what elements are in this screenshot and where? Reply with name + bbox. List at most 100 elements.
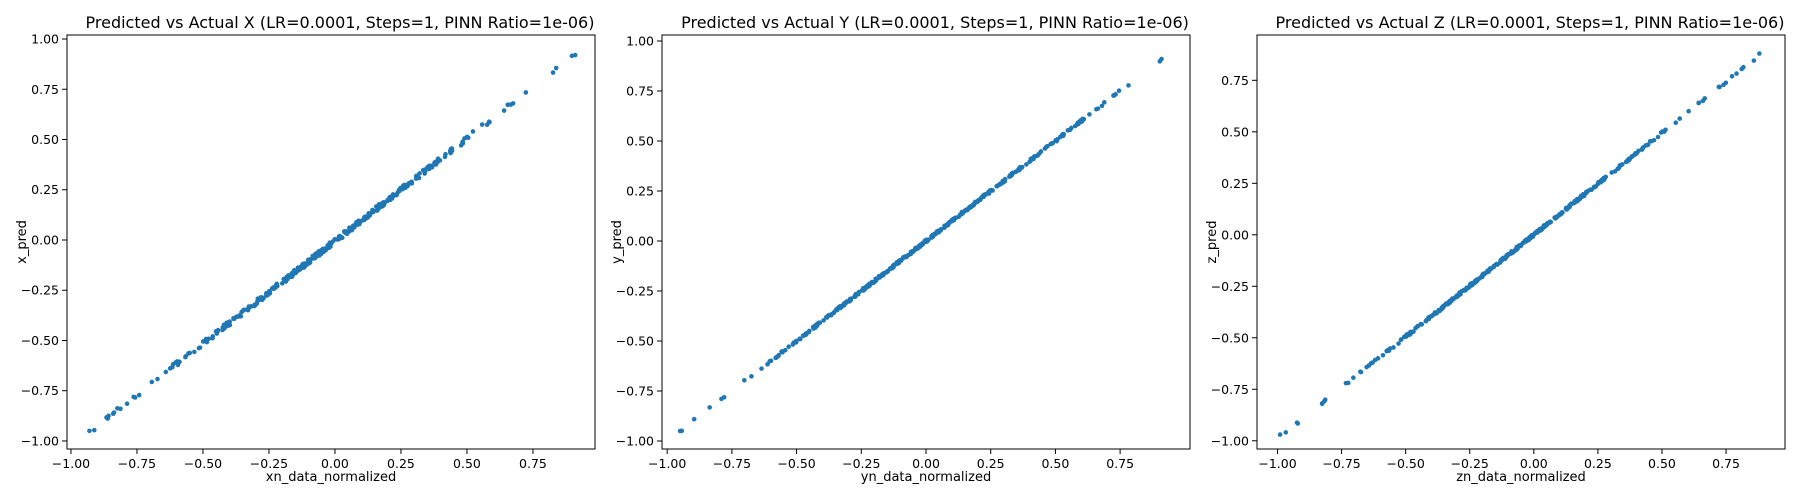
scatter-point <box>1351 375 1356 381</box>
scatter-point <box>206 336 211 342</box>
scatter-point <box>1415 324 1420 329</box>
y-tick-label: −0.25 <box>1211 279 1249 294</box>
scatter-point <box>1661 129 1666 134</box>
x-tick-label: −0.75 <box>1322 456 1360 471</box>
scatter-point <box>174 359 180 364</box>
x-tick-label: 0.75 <box>519 456 547 471</box>
scatter-point <box>105 416 111 421</box>
scatter-point <box>352 224 357 230</box>
scatter-point <box>1513 247 1519 252</box>
scatter-point <box>1059 133 1065 138</box>
scatter-point <box>501 108 507 113</box>
scatter-point <box>1717 84 1722 90</box>
scatter-point <box>221 322 227 328</box>
scatter-point <box>1019 164 1025 170</box>
scatter-point <box>880 272 886 278</box>
scatter-point <box>163 369 169 375</box>
scatter-point <box>1398 337 1404 342</box>
scatter-point <box>1101 100 1107 105</box>
scatter-point <box>1449 297 1455 302</box>
scatter-point <box>118 406 123 412</box>
scatter-point <box>1411 329 1416 335</box>
scatter-point <box>320 247 325 253</box>
scatter-point <box>776 352 781 358</box>
scatter-point <box>1553 216 1558 221</box>
scatter-point <box>839 303 845 309</box>
y-tick-label: 0.00 <box>626 234 654 249</box>
scatter-point <box>938 227 943 233</box>
scatter-point <box>330 239 336 244</box>
scatter-point <box>1375 356 1381 361</box>
x-tick-label: −0.25 <box>1451 456 1489 471</box>
y-tick-label: 0.00 <box>1221 227 1249 242</box>
scatter-point <box>328 244 333 249</box>
scatter-point <box>1042 146 1048 151</box>
scatter-point <box>1647 138 1653 144</box>
y-tick-label: −0.50 <box>616 334 654 349</box>
scatter-point <box>290 272 295 278</box>
scatter-point <box>486 119 492 124</box>
scatter-point <box>226 319 231 325</box>
scatter-point <box>1612 169 1618 174</box>
scatter-point <box>1320 400 1325 406</box>
scatter-point <box>1016 167 1021 172</box>
x-tick-label: 0.75 <box>1106 456 1134 471</box>
scatter-point <box>87 428 92 434</box>
scatter-point <box>931 232 936 238</box>
scatter-point <box>1099 103 1105 109</box>
scatter-point <box>1322 397 1328 403</box>
scatter-point <box>1734 71 1739 76</box>
scatter-point <box>1445 300 1451 306</box>
scatter-point <box>749 374 754 379</box>
scatter-point <box>210 335 215 341</box>
scatter-point <box>1440 305 1446 310</box>
scatter-point <box>233 314 239 320</box>
scatter-point <box>861 285 867 291</box>
x-tick-label: −1.00 <box>648 456 686 471</box>
y-tick-label: 0.75 <box>31 82 59 97</box>
scatter-point <box>413 176 419 181</box>
scatter-point <box>779 349 784 354</box>
scatter-point <box>981 192 986 198</box>
y-tick-label: −0.75 <box>21 383 59 398</box>
scatter-point <box>1615 166 1621 172</box>
subplot-y-ylabel: y_pred <box>610 220 625 264</box>
scatter-point <box>510 101 516 106</box>
y-tick-label: −1.00 <box>1211 433 1249 448</box>
scatter-point <box>1631 152 1637 158</box>
scatter-point <box>241 307 247 313</box>
scatter-point <box>1568 201 1574 207</box>
scatter-point <box>420 167 426 173</box>
scatter-point <box>318 252 324 257</box>
y-tick-label: 1.00 <box>31 32 59 47</box>
scatter-point <box>1437 308 1442 314</box>
scatter-point <box>1076 121 1081 127</box>
scatter-point <box>1655 134 1661 140</box>
scatter-point <box>853 291 859 297</box>
x-tick-label: 0.25 <box>1584 456 1612 471</box>
scatter-point <box>254 301 260 306</box>
scatter-point <box>828 312 834 317</box>
scatter-point <box>197 345 203 350</box>
scatter-point <box>1396 341 1401 346</box>
scatter-point <box>1589 187 1594 193</box>
scatter-point <box>479 122 485 127</box>
scatter-point <box>1640 145 1646 151</box>
x-tick-label: 0.25 <box>977 456 1005 471</box>
subplot-z-yticks: −1.00 −0.75 −0.50 −0.25 0.00 0.25 0.50 0.75 <box>1211 73 1257 448</box>
scatter-point <box>336 236 342 242</box>
scatter-point <box>155 376 160 382</box>
scatter-point <box>1386 348 1392 354</box>
scatter-point <box>1368 360 1374 366</box>
scatter-point <box>375 204 380 209</box>
scatter-point <box>1294 420 1300 425</box>
scatter-point <box>409 179 414 185</box>
scatter-point <box>823 314 829 320</box>
scatter-point <box>1419 322 1424 327</box>
scatter-point <box>1599 177 1604 183</box>
x-tick-label: −1.00 <box>1258 456 1296 471</box>
scatter-point <box>1491 264 1496 270</box>
scatter-point <box>264 290 269 296</box>
subplot-y: Predicted vs Actual Y (LR=0.0001, Steps=… <box>610 13 1191 485</box>
scatter-point <box>1487 266 1493 271</box>
